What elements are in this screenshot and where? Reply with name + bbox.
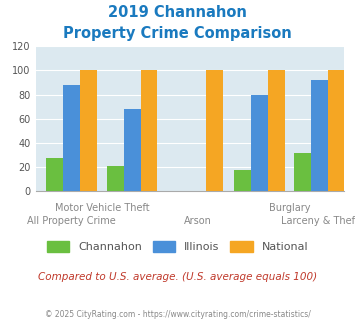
Bar	[268, 70, 285, 191]
Text: Compared to U.S. average. (U.S. average equals 100): Compared to U.S. average. (U.S. average …	[38, 272, 317, 282]
Text: Larceny & Theft: Larceny & Theft	[281, 216, 355, 226]
Text: Burglary: Burglary	[269, 203, 310, 213]
Bar	[80, 70, 97, 191]
Bar	[294, 153, 311, 191]
Bar	[106, 166, 124, 191]
Bar	[311, 80, 328, 191]
Text: Motor Vehicle Theft: Motor Vehicle Theft	[55, 203, 149, 213]
Bar	[46, 157, 63, 191]
Bar	[63, 85, 80, 191]
Bar	[234, 170, 251, 191]
Text: All Property Crime: All Property Crime	[27, 216, 116, 226]
Bar	[141, 70, 158, 191]
Legend: Channahon, Illinois, National: Channahon, Illinois, National	[42, 237, 313, 257]
Text: © 2025 CityRating.com - https://www.cityrating.com/crime-statistics/: © 2025 CityRating.com - https://www.city…	[45, 310, 310, 319]
Text: Property Crime Comparison: Property Crime Comparison	[63, 26, 292, 41]
Bar	[251, 95, 268, 191]
Bar	[206, 70, 223, 191]
Bar	[328, 70, 345, 191]
Bar	[124, 109, 141, 191]
Text: 2019 Channahon: 2019 Channahon	[108, 5, 247, 20]
Text: Arson: Arson	[184, 216, 212, 226]
